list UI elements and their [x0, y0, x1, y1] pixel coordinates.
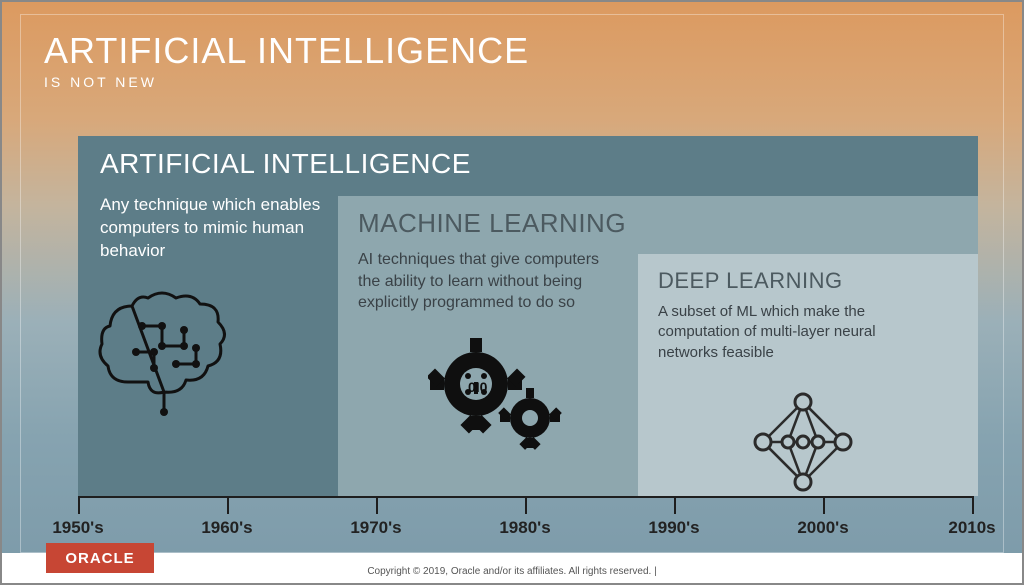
copyright-text: Copyright © 2019, Oracle and/or its affi…	[2, 566, 1022, 577]
timeline-label: 2000's	[797, 518, 848, 538]
oracle-logo: ORACLE	[46, 543, 154, 573]
gears-icon: 0I0	[428, 336, 578, 461]
ai-desc: Any technique which enables computers to…	[100, 194, 340, 263]
timeline-tick	[227, 496, 229, 514]
timeline-label: 1970's	[350, 518, 401, 538]
timeline-tick	[674, 496, 676, 514]
dl-box: DEEP LEARNING A subset of ML which make …	[638, 254, 978, 496]
timeline-label: 1950's	[52, 518, 103, 538]
timeline-tick	[376, 496, 378, 514]
timeline-label: 1990's	[648, 518, 699, 538]
ai-title: ARTIFICIAL INTELLIGENCE	[100, 148, 956, 180]
timeline-tick	[972, 496, 974, 514]
slide-title: ARTIFICIAL INTELLIGENCE	[44, 30, 529, 72]
dl-desc: A subset of ML which make the computatio…	[658, 302, 938, 363]
slide: ARTIFICIAL INTELLIGENCE IS NOT NEW ARTIF…	[0, 0, 1024, 585]
dl-title: DEEP LEARNING	[658, 268, 958, 294]
svg-text:0I0: 0I0	[468, 379, 488, 395]
timeline-label: 2010s	[948, 518, 995, 538]
circuit-brain-icon	[92, 286, 252, 421]
ml-title: MACHINE LEARNING	[358, 208, 958, 239]
title-block: ARTIFICIAL INTELLIGENCE IS NOT NEW	[44, 30, 529, 90]
slide-subtitle: IS NOT NEW	[44, 74, 529, 90]
timeline-label: 1960's	[201, 518, 252, 538]
timeline-tick	[78, 496, 80, 514]
timeline-tick	[525, 496, 527, 514]
ml-desc: AI techniques that give computers the ab…	[358, 249, 618, 314]
neural-network-icon	[748, 392, 858, 497]
timeline-tick	[823, 496, 825, 514]
timeline-label: 1980's	[499, 518, 550, 538]
footer: Copyright © 2019, Oracle and/or its affi…	[2, 553, 1022, 583]
